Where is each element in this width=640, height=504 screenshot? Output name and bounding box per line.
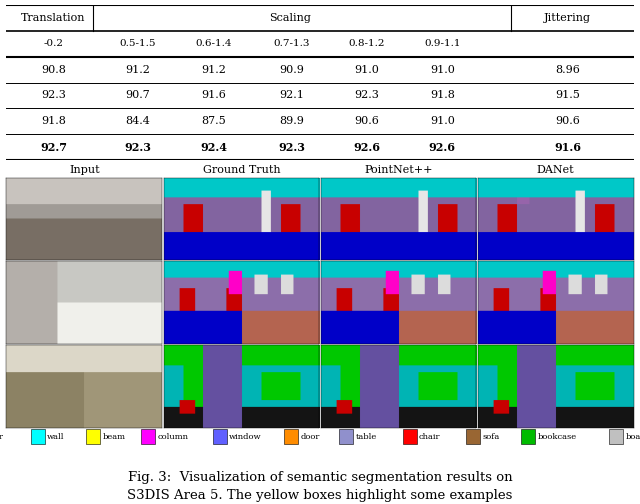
Text: 0.5-1.5: 0.5-1.5 <box>120 39 156 48</box>
Text: 92.3: 92.3 <box>355 90 380 100</box>
Bar <box>86 429 100 445</box>
Text: 90.7: 90.7 <box>125 90 150 100</box>
Text: 84.4: 84.4 <box>125 116 150 127</box>
Text: 91.0: 91.0 <box>430 65 455 75</box>
Bar <box>403 429 417 445</box>
Text: 91.8: 91.8 <box>430 90 455 100</box>
Text: Fig. 3:  Visualization of semantic segmentation results on: Fig. 3: Visualization of semantic segmen… <box>128 471 512 484</box>
Bar <box>522 429 535 445</box>
Text: column: column <box>157 433 189 441</box>
Text: 91.2: 91.2 <box>125 65 150 75</box>
Text: 92.3: 92.3 <box>278 142 305 153</box>
Text: Ground Truth: Ground Truth <box>203 165 280 175</box>
Text: -0.2: -0.2 <box>44 39 63 48</box>
Text: 91.6: 91.6 <box>554 142 581 153</box>
Text: Input: Input <box>70 165 100 175</box>
Text: 91.2: 91.2 <box>201 65 226 75</box>
Text: sofa: sofa <box>483 433 500 441</box>
Text: chair: chair <box>419 433 440 441</box>
Text: 90.9: 90.9 <box>279 65 304 75</box>
Text: DANet: DANet <box>536 165 574 175</box>
Text: 0.9-1.1: 0.9-1.1 <box>424 39 461 48</box>
Text: table: table <box>356 433 377 441</box>
Text: 91.6: 91.6 <box>201 90 226 100</box>
Text: 0.6-1.4: 0.6-1.4 <box>195 39 232 48</box>
Bar <box>609 429 623 445</box>
Bar <box>31 429 45 445</box>
Text: 91.0: 91.0 <box>430 116 455 127</box>
Text: 8.96: 8.96 <box>556 65 580 75</box>
Text: floor: floor <box>0 433 4 441</box>
Bar <box>466 429 480 445</box>
Bar <box>284 429 298 445</box>
Text: 87.5: 87.5 <box>201 116 226 127</box>
Text: 92.6: 92.6 <box>353 142 381 153</box>
Bar <box>141 429 155 445</box>
Bar <box>212 429 227 445</box>
Text: 91.5: 91.5 <box>556 90 580 100</box>
Text: 92.7: 92.7 <box>40 142 67 153</box>
Text: 89.9: 89.9 <box>279 116 304 127</box>
Text: beam: beam <box>102 433 125 441</box>
Text: 0.8-1.2: 0.8-1.2 <box>349 39 385 48</box>
Text: 92.4: 92.4 <box>200 142 227 153</box>
Bar <box>339 429 353 445</box>
Text: 92.1: 92.1 <box>279 90 304 100</box>
Text: board: board <box>625 433 640 441</box>
Text: PointNet++: PointNet++ <box>364 165 433 175</box>
Text: 90.6: 90.6 <box>355 116 380 127</box>
Text: window: window <box>229 433 262 441</box>
Text: door: door <box>301 433 320 441</box>
Text: 91.8: 91.8 <box>41 116 66 127</box>
Text: 92.6: 92.6 <box>429 142 456 153</box>
Text: 92.3: 92.3 <box>41 90 66 100</box>
Text: 91.0: 91.0 <box>355 65 380 75</box>
Text: bookcase: bookcase <box>538 433 577 441</box>
Text: 90.8: 90.8 <box>41 65 66 75</box>
Text: Scaling: Scaling <box>269 13 312 23</box>
Text: 0.7-1.3: 0.7-1.3 <box>273 39 310 48</box>
Text: Jittering: Jittering <box>544 13 591 23</box>
Text: 92.3: 92.3 <box>125 142 152 153</box>
Text: wall: wall <box>47 433 65 441</box>
Text: 90.6: 90.6 <box>556 116 580 127</box>
Text: S3DIS Area 5. The yellow boxes highlight some examples: S3DIS Area 5. The yellow boxes highlight… <box>127 489 513 502</box>
Text: Translation: Translation <box>21 13 86 23</box>
